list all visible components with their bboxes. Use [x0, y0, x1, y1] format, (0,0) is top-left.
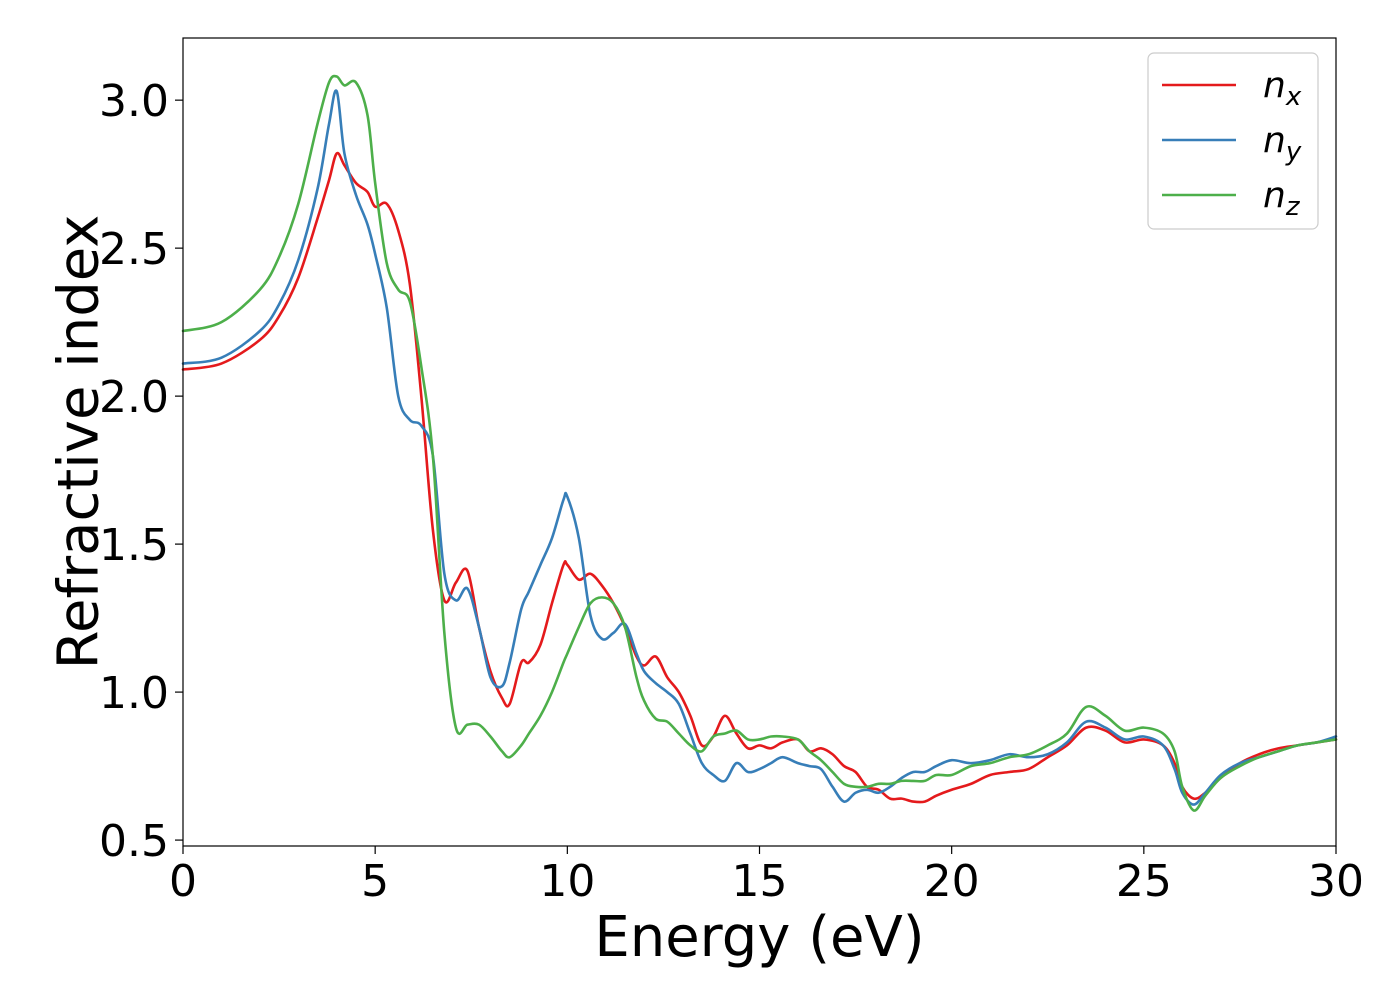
- legend-label-z: nz: [1263, 175, 1301, 222]
- x-tick-label: 30: [1308, 856, 1364, 907]
- y-tick-label: 2.0: [99, 372, 169, 423]
- y-tick-label: 1.0: [99, 668, 169, 719]
- y-tick-label: 3.0: [99, 76, 169, 127]
- y-tick-label: 0.5: [99, 816, 169, 867]
- legend-label-subscript: z: [1285, 192, 1301, 222]
- axes-layer: 0 5 10 15 20 25 30 0.5 1.0 1.5 2.0 2.5 3.0: [99, 76, 1364, 907]
- legend-label-subscript: x: [1285, 82, 1302, 112]
- series-line-z: [181, 74, 1338, 812]
- y-tick-label: 1.5: [99, 520, 169, 571]
- legend-label-subscript: y: [1285, 137, 1302, 167]
- x-tick-label: 0: [169, 856, 197, 907]
- x-tick-label: 20: [924, 856, 980, 907]
- legend-label-x: nx: [1263, 65, 1302, 112]
- legend-label-y: ny: [1263, 120, 1302, 167]
- y-axis-title: Refractive index: [47, 215, 112, 670]
- legend-label-base: n: [1263, 175, 1286, 216]
- series-line-x: [181, 151, 1338, 804]
- series-line-y: [181, 89, 1338, 806]
- x-tick-label: 5: [361, 856, 389, 907]
- legend-label-base: n: [1263, 120, 1286, 161]
- legend-label-base: n: [1263, 65, 1286, 106]
- x-tick-label: 15: [732, 856, 788, 907]
- y-tick-label: 2.5: [99, 224, 169, 275]
- x-tick-label: 10: [539, 856, 595, 907]
- x-tick-label: 25: [1116, 856, 1172, 907]
- series-layer: [181, 74, 1338, 812]
- x-axis-title: Energy (eV): [594, 905, 924, 970]
